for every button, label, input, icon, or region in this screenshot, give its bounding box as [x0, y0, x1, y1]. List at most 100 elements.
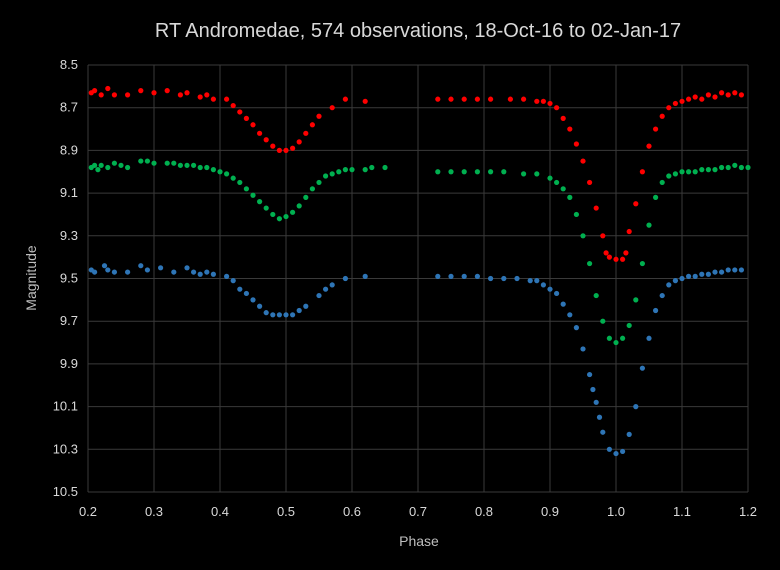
data-point: [276, 147, 282, 153]
data-point: [712, 94, 718, 100]
data-point: [639, 169, 646, 175]
data-point: [316, 292, 322, 299]
data-point: [164, 160, 170, 166]
data-point: [659, 179, 665, 186]
data-point: [263, 310, 269, 316]
data-point: [501, 169, 507, 175]
x-tick-label: 0.5: [277, 504, 295, 519]
data-point: [250, 122, 256, 128]
data-point: [567, 194, 573, 200]
data-point: [646, 222, 652, 228]
data-point: [521, 171, 527, 177]
data-point: [329, 282, 335, 288]
data-point: [461, 273, 467, 279]
data-point: [111, 160, 117, 166]
data-point: [620, 335, 626, 341]
data-point: [527, 278, 533, 284]
data-point: [540, 98, 547, 104]
data-point: [243, 186, 249, 192]
data-point: [587, 179, 593, 186]
data-point: [257, 303, 263, 309]
data-point: [600, 318, 606, 324]
data-points: [88, 85, 751, 457]
data-point: [309, 122, 315, 128]
data-point: [521, 96, 527, 102]
data-point: [613, 256, 619, 262]
data-point: [237, 179, 243, 186]
data-point: [435, 169, 441, 175]
data-point: [270, 143, 276, 149]
data-point: [573, 211, 580, 218]
x-tick-label: 0.2: [79, 504, 97, 519]
data-point: [435, 96, 441, 102]
data-point: [362, 98, 368, 104]
data-point: [679, 169, 685, 175]
data-point: [111, 269, 117, 275]
data-point: [118, 162, 124, 168]
x-tick-label: 0.9: [541, 504, 559, 519]
data-point: [92, 162, 98, 168]
series-1: [88, 158, 751, 346]
data-point: [659, 113, 665, 119]
data-point: [745, 164, 751, 171]
data-point: [738, 92, 745, 98]
data-point: [474, 273, 480, 279]
data-point: [250, 297, 256, 303]
data-point: [620, 256, 626, 262]
x-tick-label: 0.3: [145, 504, 163, 519]
data-point: [540, 282, 547, 288]
data-point: [98, 162, 104, 168]
data-point: [290, 209, 296, 215]
data-point: [224, 96, 230, 102]
data-point: [659, 292, 665, 299]
data-point: [230, 278, 236, 284]
data-point: [686, 96, 692, 102]
data-point: [672, 100, 679, 107]
data-point: [725, 92, 731, 98]
data-point: [692, 169, 698, 175]
data-point: [488, 275, 494, 282]
data-point: [263, 205, 269, 211]
data-point: [593, 399, 599, 405]
data-point: [448, 96, 454, 102]
y-tick-label: 8.5: [60, 57, 78, 72]
data-point: [177, 92, 183, 98]
data-point: [349, 167, 355, 173]
data-point: [243, 290, 249, 297]
data-point: [580, 158, 586, 164]
data-point: [573, 325, 580, 331]
data-point: [197, 271, 203, 277]
data-point: [633, 404, 639, 410]
data-point: [125, 92, 131, 98]
y-tick-label: 9.3: [60, 228, 78, 243]
data-point: [567, 312, 573, 318]
data-point: [276, 216, 282, 222]
data-point: [613, 339, 619, 346]
data-point: [230, 102, 236, 109]
data-point: [191, 162, 197, 168]
data-point: [633, 201, 639, 207]
data-point: [488, 96, 494, 102]
data-point: [567, 126, 573, 132]
data-point: [461, 96, 467, 102]
data-point: [257, 199, 263, 205]
data-point: [587, 260, 593, 267]
data-point: [590, 386, 596, 393]
data-point: [164, 88, 170, 94]
data-point: [596, 414, 603, 420]
data-point: [626, 322, 632, 329]
data-point: [138, 88, 144, 94]
data-point: [303, 130, 309, 136]
data-point: [309, 186, 315, 192]
data-point: [276, 312, 282, 318]
data-point: [171, 160, 177, 166]
data-point: [144, 267, 150, 273]
x-tick-label: 0.7: [409, 504, 427, 519]
x-tick-label: 1.2: [739, 504, 757, 519]
data-point: [705, 92, 712, 98]
data-point: [666, 105, 672, 111]
data-point: [191, 269, 197, 275]
data-point: [105, 267, 111, 273]
data-point: [204, 269, 210, 275]
data-point: [177, 162, 183, 168]
